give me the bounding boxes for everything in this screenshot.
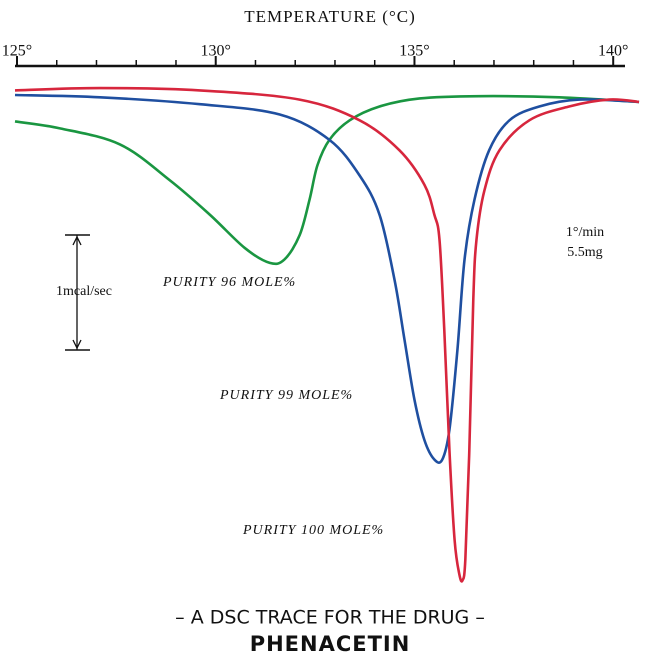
x-tick-label: 130° — [201, 43, 231, 60]
drug-name: PHENACETIN — [250, 632, 411, 656]
scale-label: 1mcal/sec — [56, 284, 112, 299]
scale-label-halo: 1mcal/sec — [56, 284, 112, 299]
trace — [14, 86, 640, 583]
trace-label: PURITY 96 MOLE% — [162, 275, 296, 290]
trace-label: PURITY 100 MOLE% — [242, 523, 384, 538]
scale-arrow — [72, 235, 82, 350]
x-tick-label: 125° — [2, 43, 32, 60]
trace-label: PURITY 99 MOLE% — [219, 388, 353, 403]
axis-title: TEMPERATURE (°C) — [244, 7, 416, 26]
trace — [14, 94, 640, 266]
subtitle: – A DSC TRACE FOR THE DRUG – — [175, 607, 485, 629]
condition-rate: 1°/min — [566, 225, 604, 240]
x-tick-label: 135° — [399, 43, 429, 60]
trace — [14, 93, 640, 464]
condition-mass: 5.5mg — [567, 245, 602, 260]
x-tick-label: 140° — [598, 43, 628, 60]
